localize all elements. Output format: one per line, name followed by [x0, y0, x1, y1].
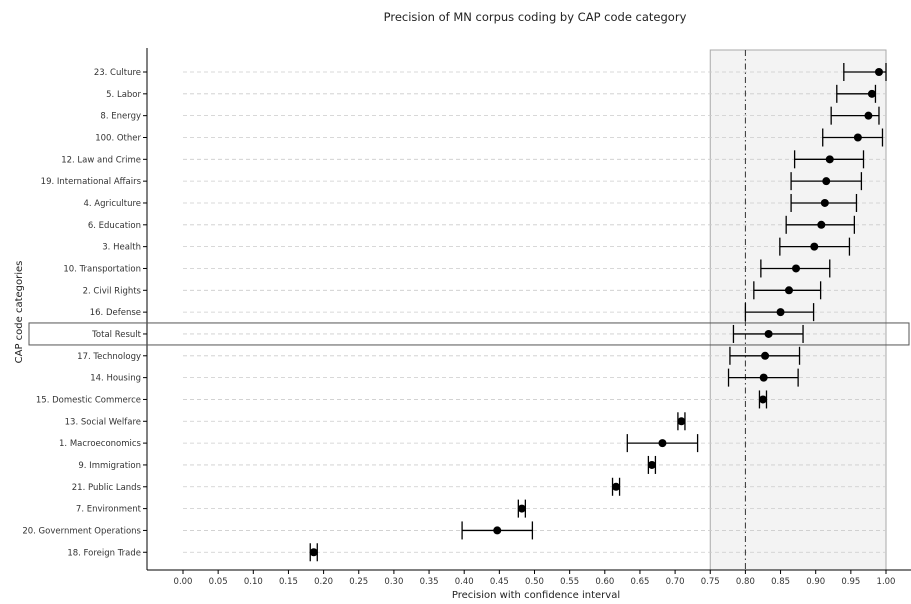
y-tick-label: 3. Health [102, 243, 141, 253]
data-point [517, 504, 526, 513]
x-tick-label: 0.65 [630, 577, 649, 587]
x-tick-label: 0.25 [349, 577, 368, 587]
x-tick-label: 0.95 [841, 577, 860, 587]
x-axis-label: Precision with confidence interval [452, 590, 620, 600]
highlight-box [28, 322, 910, 346]
x-tick-label: 0.75 [701, 577, 720, 587]
y-tick-label: Total Result [91, 330, 141, 340]
x-tick-label: 0.30 [384, 577, 403, 587]
x-tick-label: 0.90 [806, 577, 825, 587]
y-tick-label: 18. Foreign Trade [67, 548, 141, 558]
y-tick-label: 8. Energy [100, 112, 141, 122]
y-tick-label: 16. Defense [90, 308, 141, 318]
x-tick-label: 0.60 [595, 577, 614, 587]
x-tick-label: 0.50 [525, 577, 544, 587]
y-axis-label: CAP code categories [14, 261, 25, 364]
data-point [647, 460, 656, 469]
y-tick-label: 4. Agriculture [83, 199, 141, 209]
data-point [776, 308, 785, 317]
y-tick-label: 100. Other [95, 133, 141, 143]
x-tick-label: 0.40 [455, 577, 474, 587]
y-tick-label: 7. Environment [76, 505, 142, 515]
y-tick-label: 21. Public Lands [72, 483, 142, 493]
data-point [784, 286, 793, 295]
y-tick-label: 6. Education [88, 221, 141, 231]
data-point [612, 482, 621, 491]
data-point [764, 329, 773, 338]
data-point [820, 198, 829, 207]
y-tick-label: 10. Transportation [63, 264, 141, 274]
data-point [309, 548, 318, 557]
y-tick-label: 23. Culture [94, 68, 141, 78]
data-point [867, 89, 876, 98]
data-point [864, 111, 873, 120]
data-point [493, 526, 502, 535]
data-point [853, 133, 862, 142]
y-tick-label: 17. Technology [77, 352, 141, 362]
x-tick-label: 0.45 [490, 577, 509, 587]
x-tick-label: 0.35 [420, 577, 439, 587]
x-tick-label: 0.15 [279, 577, 298, 587]
data-point [761, 351, 770, 360]
plot-area: 0.00 0.05 0.10 0.15 0.20 0.25 0.30 0.35 0.40 0.45… [22, 48, 911, 587]
data-point [810, 242, 819, 251]
y-tick-label: 9. Immigration [78, 461, 141, 471]
x-tick-label: 0.80 [736, 577, 755, 587]
y-tick-label: 14. Housing [90, 374, 141, 384]
x-tick-label: 0.00 [174, 577, 193, 587]
y-tick-label: 13. Social Welfare [65, 417, 141, 427]
data-point [825, 155, 834, 164]
shaded-region [709, 49, 887, 571]
y-tick-label: 1. Macroeconomics [59, 439, 142, 449]
y-tick-label: 5. Labor [106, 90, 141, 100]
x-tick-label: 0.20 [314, 577, 333, 587]
data-point [677, 417, 686, 426]
x-tick-label: 0.05 [209, 577, 228, 587]
x-tick-label: 1.00 [877, 577, 896, 587]
y-tick-label: 15. Domestic Commerce [36, 395, 141, 405]
x-tick-label: 0.70 [666, 577, 685, 587]
data-point [758, 395, 767, 404]
x-tick-label: 0.10 [244, 577, 263, 587]
y-tick-label: 12. Law and Crime [61, 155, 141, 165]
x-tick-label: 0.55 [560, 577, 579, 587]
data-point [759, 373, 768, 382]
data-point [874, 68, 883, 76]
data-point [817, 220, 826, 229]
data-point [658, 439, 667, 448]
chart-title: Precision of MN corpus coding by CAP cod… [384, 10, 687, 24]
y-tick-label: 19. International Affairs [41, 177, 142, 187]
data-point [822, 177, 831, 186]
y-tick-label: 20. Government Operations [22, 526, 141, 536]
x-tick-label: 0.85 [771, 577, 790, 587]
data-point [792, 264, 801, 273]
y-tick-label: 2. Civil Rights [83, 286, 142, 296]
